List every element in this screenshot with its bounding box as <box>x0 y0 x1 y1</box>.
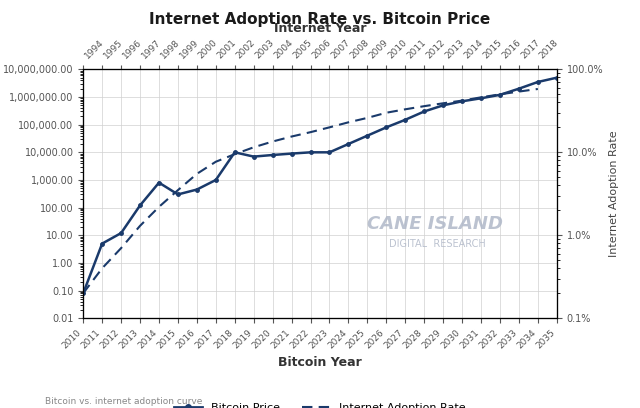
Text: CANE ISLAND: CANE ISLAND <box>367 215 503 233</box>
Text: DIGITAL  RESEARCH: DIGITAL RESEARCH <box>388 239 485 248</box>
Y-axis label: Internet Adoption Rate: Internet Adoption Rate <box>609 131 619 257</box>
Text: Internet Adoption Rate vs. Bitcoin Price: Internet Adoption Rate vs. Bitcoin Price <box>149 12 491 27</box>
Legend: Bitcoin Price, Internet Adoption Rate: Bitcoin Price, Internet Adoption Rate <box>170 398 470 408</box>
Text: Bitcoin vs. internet adoption curve: Bitcoin vs. internet adoption curve <box>45 397 202 406</box>
X-axis label: Bitcoin Year: Bitcoin Year <box>278 356 362 369</box>
X-axis label: Internet Year: Internet Year <box>274 22 366 35</box>
